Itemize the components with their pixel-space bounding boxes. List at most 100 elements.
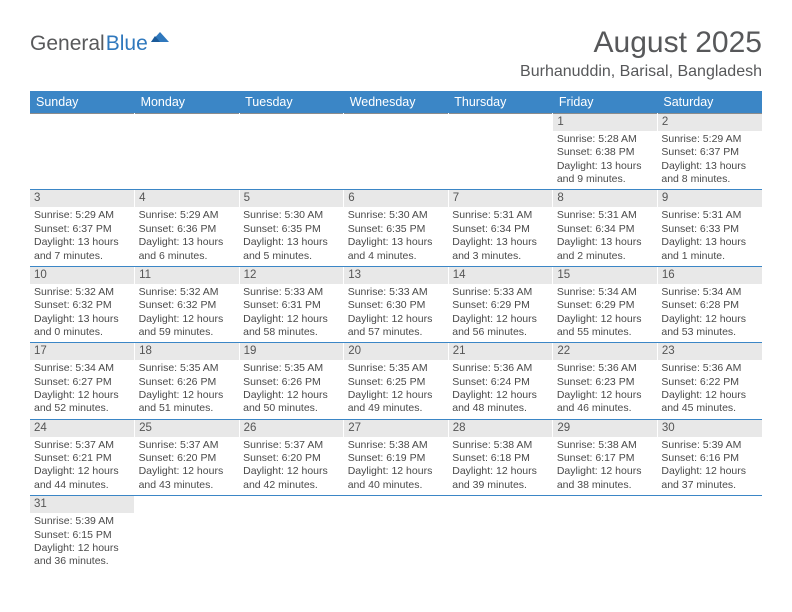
day-number: 16 (657, 266, 762, 283)
sunrise-text: Sunrise: 5:30 AM (348, 209, 445, 222)
sunrise-text: Sunrise: 5:29 AM (139, 209, 236, 222)
sunset-text: Sunset: 6:31 PM (243, 299, 340, 312)
sunset-text: Sunset: 6:35 PM (243, 223, 340, 236)
day-number: 14 (448, 266, 553, 283)
day-number: 13 (344, 266, 449, 283)
sunrise-text: Sunrise: 5:38 AM (348, 439, 445, 452)
day-number-row: 3456789 (30, 190, 762, 207)
day-cell: Sunrise: 5:34 AMSunset: 6:27 PMDaylight:… (30, 360, 135, 419)
sunset-text: Sunset: 6:22 PM (661, 376, 758, 389)
empty-day-cell (448, 131, 553, 190)
month-title: August 2025 (520, 26, 762, 60)
day-cell: Sunrise: 5:29 AMSunset: 6:37 PMDaylight:… (30, 207, 135, 266)
daylight-text: Daylight: 12 hours and 49 minutes. (348, 389, 445, 416)
day-number: 15 (553, 266, 658, 283)
sunset-text: Sunset: 6:29 PM (557, 299, 654, 312)
daylight-text: Daylight: 12 hours and 45 minutes. (661, 389, 758, 416)
sunset-text: Sunset: 6:37 PM (34, 223, 131, 236)
daylight-text: Daylight: 12 hours and 52 minutes. (34, 389, 131, 416)
empty-day-cell (135, 131, 240, 190)
daylight-text: Daylight: 12 hours and 50 minutes. (243, 389, 340, 416)
sunrise-text: Sunrise: 5:33 AM (243, 286, 340, 299)
daylight-text: Daylight: 13 hours and 5 minutes. (243, 236, 340, 263)
daylight-text: Daylight: 12 hours and 42 minutes. (243, 465, 340, 492)
sunset-text: Sunset: 6:33 PM (661, 223, 758, 236)
calendar-table: SundayMondayTuesdayWednesdayThursdayFrid… (30, 91, 762, 572)
day-number: 11 (135, 266, 240, 283)
day-detail-row: Sunrise: 5:32 AMSunset: 6:32 PMDaylight:… (30, 284, 762, 343)
header: General Blue August 2025 Burhanuddin, Ba… (30, 26, 762, 81)
sunrise-text: Sunrise: 5:39 AM (661, 439, 758, 452)
sunrise-text: Sunrise: 5:33 AM (452, 286, 549, 299)
daylight-text: Daylight: 12 hours and 53 minutes. (661, 313, 758, 340)
sunrise-text: Sunrise: 5:36 AM (557, 362, 654, 375)
day-number: 8 (553, 190, 658, 207)
day-number: 21 (448, 343, 553, 360)
day-cell: Sunrise: 5:31 AMSunset: 6:34 PMDaylight:… (553, 207, 658, 266)
sunset-text: Sunset: 6:23 PM (557, 376, 654, 389)
day-cell: Sunrise: 5:29 AMSunset: 6:36 PMDaylight:… (135, 207, 240, 266)
day-number: 3 (30, 190, 135, 207)
sunset-text: Sunset: 6:38 PM (557, 146, 654, 159)
sunrise-text: Sunrise: 5:31 AM (661, 209, 758, 222)
day-number: 23 (657, 343, 762, 360)
sunrise-text: Sunrise: 5:35 AM (348, 362, 445, 375)
day-cell: Sunrise: 5:37 AMSunset: 6:20 PMDaylight:… (135, 437, 240, 496)
title-block: August 2025 Burhanuddin, Barisal, Bangla… (520, 26, 762, 81)
empty-day-cell (135, 513, 240, 572)
sunrise-text: Sunrise: 5:36 AM (452, 362, 549, 375)
day-cell: Sunrise: 5:36 AMSunset: 6:22 PMDaylight:… (657, 360, 762, 419)
sunrise-text: Sunrise: 5:34 AM (34, 362, 131, 375)
sunset-text: Sunset: 6:34 PM (557, 223, 654, 236)
weekday-header: Sunday (30, 91, 135, 114)
day-cell: Sunrise: 5:32 AMSunset: 6:32 PMDaylight:… (135, 284, 240, 343)
day-number: 31 (30, 496, 135, 513)
day-cell: Sunrise: 5:35 AMSunset: 6:26 PMDaylight:… (239, 360, 344, 419)
day-number: 19 (239, 343, 344, 360)
daylight-text: Daylight: 13 hours and 6 minutes. (139, 236, 236, 263)
day-cell: Sunrise: 5:31 AMSunset: 6:34 PMDaylight:… (448, 207, 553, 266)
sunset-text: Sunset: 6:19 PM (348, 452, 445, 465)
logo: General Blue (30, 32, 173, 56)
sunrise-text: Sunrise: 5:34 AM (557, 286, 654, 299)
day-cell: Sunrise: 5:36 AMSunset: 6:23 PMDaylight:… (553, 360, 658, 419)
sunrise-text: Sunrise: 5:32 AM (34, 286, 131, 299)
day-cell: Sunrise: 5:38 AMSunset: 6:19 PMDaylight:… (344, 437, 449, 496)
day-number: 2 (657, 114, 762, 131)
daylight-text: Daylight: 12 hours and 55 minutes. (557, 313, 654, 340)
weekday-header: Tuesday (239, 91, 344, 114)
daylight-text: Daylight: 12 hours and 44 minutes. (34, 465, 131, 492)
empty-day-number (135, 496, 240, 513)
day-number-row: 24252627282930 (30, 419, 762, 436)
empty-day-number (135, 114, 240, 131)
sunset-text: Sunset: 6:32 PM (34, 299, 131, 312)
daylight-text: Daylight: 12 hours and 38 minutes. (557, 465, 654, 492)
empty-day-cell (30, 131, 135, 190)
sunset-text: Sunset: 6:30 PM (348, 299, 445, 312)
empty-day-cell (344, 131, 449, 190)
sunset-text: Sunset: 6:16 PM (661, 452, 758, 465)
weekday-header: Friday (553, 91, 658, 114)
day-detail-row: Sunrise: 5:39 AMSunset: 6:15 PMDaylight:… (30, 513, 762, 572)
daylight-text: Daylight: 12 hours and 57 minutes. (348, 313, 445, 340)
sunset-text: Sunset: 6:28 PM (661, 299, 758, 312)
daylight-text: Daylight: 13 hours and 3 minutes. (452, 236, 549, 263)
sunrise-text: Sunrise: 5:31 AM (557, 209, 654, 222)
sunset-text: Sunset: 6:34 PM (452, 223, 549, 236)
day-number: 6 (344, 190, 449, 207)
empty-day-cell (448, 513, 553, 572)
daylight-text: Daylight: 12 hours and 58 minutes. (243, 313, 340, 340)
sunrise-text: Sunrise: 5:31 AM (452, 209, 549, 222)
day-number-row: 10111213141516 (30, 266, 762, 283)
day-number: 25 (135, 419, 240, 436)
day-cell: Sunrise: 5:32 AMSunset: 6:32 PMDaylight:… (30, 284, 135, 343)
weekday-header: Monday (135, 91, 240, 114)
sunset-text: Sunset: 6:26 PM (243, 376, 340, 389)
daylight-text: Daylight: 13 hours and 0 minutes. (34, 313, 131, 340)
sunrise-text: Sunrise: 5:36 AM (661, 362, 758, 375)
day-detail-row: Sunrise: 5:29 AM Sunset: 6:37 PM Daylight:… (30, 207, 762, 266)
day-number-row: 12 (30, 114, 762, 131)
daylight-text: Daylight: 13 hours and 2 minutes. (557, 236, 654, 263)
daylight-text: Daylight: 12 hours and 37 minutes. (661, 465, 758, 492)
daylight-text: Daylight: 13 hours and 8 minutes. (661, 160, 758, 187)
